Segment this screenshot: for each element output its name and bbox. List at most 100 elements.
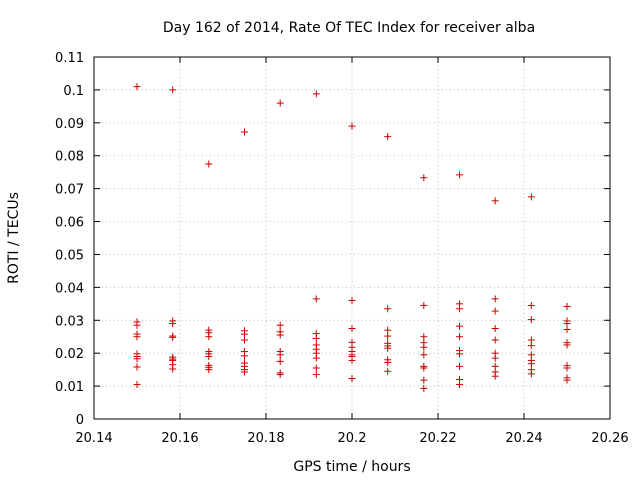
- y-tick-label: 0.03: [55, 314, 84, 329]
- data-point: [169, 365, 177, 373]
- y-axis-tick-labels: 0 0.01 0.02 0.03 0.04 0.05 0.06 0.07 0.08 0.09 0.1…: [55, 51, 84, 428]
- data-point: [241, 368, 248, 376]
- data-point: [133, 321, 141, 329]
- data-point: [241, 336, 248, 344]
- y-tick-label: 0.04: [55, 281, 84, 296]
- x-tick-label: 20.22: [419, 431, 456, 446]
- data-point: [456, 350, 463, 358]
- data-point: [563, 320, 571, 328]
- data-point: [169, 333, 177, 341]
- data-point: [420, 351, 428, 359]
- data-point: [276, 371, 284, 379]
- y-tick-label: 0.05: [55, 248, 84, 263]
- y-tick-label: 0.1: [63, 84, 84, 99]
- data-point: [384, 358, 392, 366]
- data-point: [384, 326, 392, 334]
- data-point: [312, 371, 320, 379]
- x-tick-label: 20.14: [75, 431, 112, 446]
- data-point: [527, 193, 535, 201]
- data-point: [276, 351, 284, 359]
- data-point: [563, 325, 571, 333]
- data-points: [133, 83, 571, 392]
- data-point: [491, 372, 499, 380]
- data-point: [456, 305, 463, 313]
- data-point: [241, 330, 248, 338]
- y-tick-label: 0: [76, 413, 84, 428]
- data-point: [169, 86, 177, 94]
- y-tick-label: 0.07: [55, 183, 84, 198]
- grid-lines: [94, 57, 610, 419]
- data-point: [420, 376, 428, 384]
- data-point: [420, 174, 428, 182]
- data-point: [563, 302, 571, 310]
- data-point: [276, 331, 284, 339]
- data-point: [276, 357, 284, 365]
- axis-ticks: [93, 56, 611, 420]
- data-point: [241, 352, 248, 360]
- data-point: [276, 99, 284, 107]
- data-point: [420, 384, 428, 392]
- chart-title: Day 162 of 2014, Rate Of TEC Index for r…: [163, 20, 535, 36]
- y-tick-label: 0.02: [55, 347, 84, 362]
- data-point: [563, 341, 571, 349]
- data-point: [456, 362, 463, 370]
- data-point: [133, 363, 141, 371]
- y-axis-label: ROTI / TECUs: [6, 192, 22, 284]
- data-point: [169, 320, 177, 328]
- data-point: [312, 90, 320, 98]
- data-point: [133, 333, 141, 341]
- x-tick-label: 20.24: [505, 431, 542, 446]
- y-tick-label: 0.08: [55, 150, 84, 165]
- x-tick-label: 20.2: [338, 431, 367, 446]
- data-point: [205, 333, 213, 341]
- data-point: [312, 334, 320, 342]
- data-point: [205, 352, 213, 360]
- data-point: [563, 364, 571, 372]
- y-tick-label: 0.06: [55, 216, 84, 231]
- data-point: [527, 360, 535, 368]
- data-point: [420, 333, 428, 341]
- x-tick-label: 20.18: [247, 431, 284, 446]
- data-point: [312, 295, 320, 303]
- data-point: [348, 325, 356, 332]
- data-point: [456, 322, 463, 330]
- data-point: [491, 325, 499, 332]
- data-point: [384, 305, 392, 313]
- data-point: [491, 354, 499, 362]
- data-point: [276, 321, 284, 329]
- data-point: [312, 364, 320, 372]
- x-axis-label: GPS time / hours: [293, 459, 410, 475]
- x-tick-label: 20.16: [161, 431, 198, 446]
- data-point: [384, 367, 392, 375]
- data-point: [205, 366, 213, 374]
- data-point: [420, 364, 428, 372]
- data-point: [527, 342, 535, 350]
- x-axis-tick-labels: 20.14 20.16 20.18 20.2 20.22 20.24 20.26: [75, 431, 628, 446]
- data-point: [348, 356, 356, 364]
- data-point: [491, 197, 499, 205]
- data-point: [491, 307, 499, 315]
- data-point: [563, 376, 571, 384]
- data-point: [384, 332, 392, 340]
- data-point: [456, 171, 463, 179]
- data-point: [384, 344, 392, 352]
- data-point: [456, 380, 463, 388]
- data-point: [527, 370, 535, 378]
- data-point: [348, 122, 356, 130]
- x-tick-label: 20.26: [591, 431, 628, 446]
- y-tick-label: 0.01: [55, 380, 84, 395]
- data-point: [420, 301, 428, 309]
- data-point: [456, 333, 463, 341]
- data-point: [133, 355, 141, 363]
- data-point: [133, 380, 141, 388]
- y-tick-label: 0.11: [55, 51, 84, 66]
- data-point: [420, 343, 428, 351]
- data-point: [384, 133, 392, 141]
- data-point: [491, 295, 499, 303]
- data-point: [527, 301, 535, 309]
- data-point: [348, 297, 356, 305]
- data-point: [133, 83, 141, 91]
- data-point: [241, 128, 248, 136]
- data-point: [205, 160, 213, 168]
